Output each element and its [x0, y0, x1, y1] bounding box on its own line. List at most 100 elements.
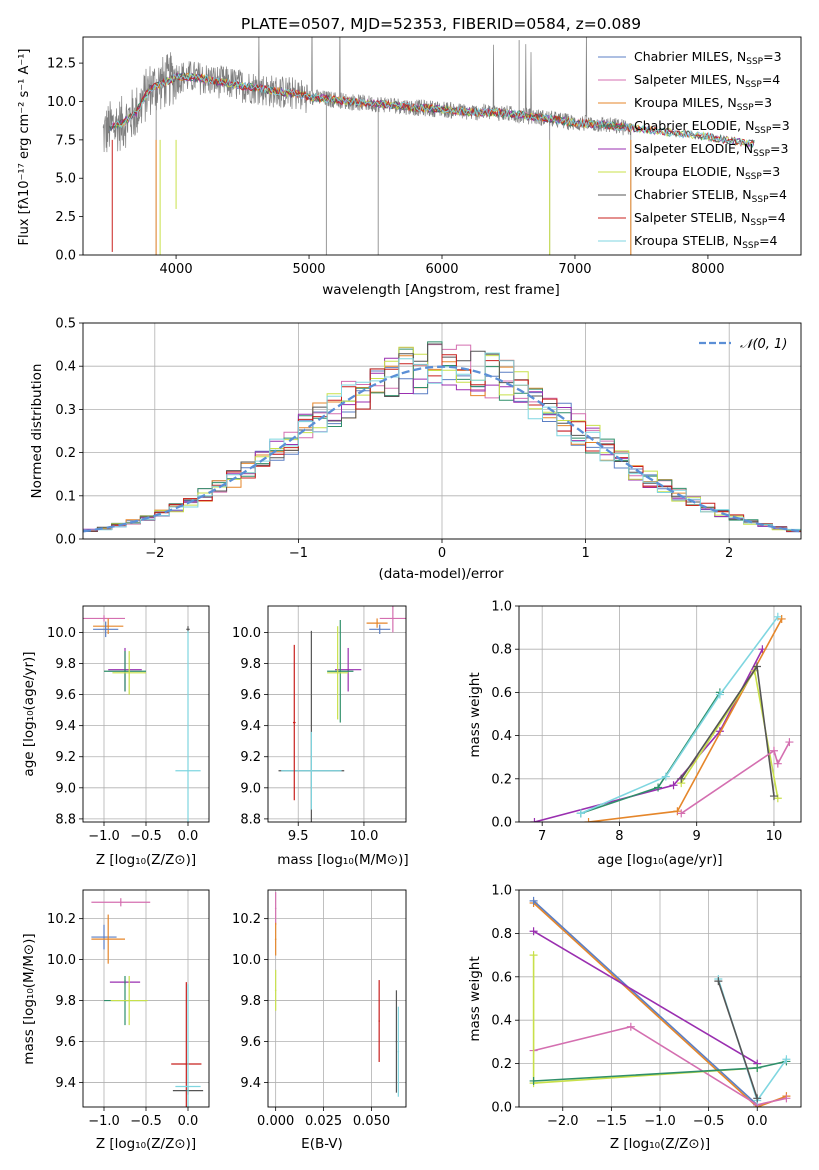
- data-point-0: [120, 901, 122, 904]
- mass-vs-EBV-xtick-label-2: 0.050: [353, 1114, 390, 1129]
- mass-vs-EBV-ytick-label-2: 9.8: [240, 994, 261, 1009]
- weight-vs-Z-xtick-label-3: −0.5: [693, 1114, 725, 1129]
- weight-vs-Z-xtick-label-1: −1.5: [596, 1114, 628, 1129]
- spectrum-xtick-label-3: 7000: [558, 262, 591, 277]
- legend-label-3: Chabrier ELODIE, NSSP=3: [634, 118, 790, 136]
- series-marker-2-0: [529, 927, 538, 936]
- weight-vs-age-ytick-label-4: 0.8: [491, 643, 512, 658]
- series-marker-6-2: [782, 1055, 791, 1064]
- data-point-0: [392, 617, 394, 620]
- weight-vs-age-ytick-label-2: 0.4: [491, 729, 512, 744]
- series-marker-6-0: [677, 809, 686, 818]
- spectrum-xtick-label-0: 4000: [160, 262, 193, 277]
- age-vs-mass-plot-area: [278, 606, 406, 822]
- weight-vs-age-plot-area: [530, 612, 794, 822]
- legend-label-6: Chabrier STELIB, NSSP=4: [634, 187, 787, 205]
- residuals-xtick-label-3: 1: [581, 546, 589, 561]
- series-marker-1-0: [529, 896, 538, 905]
- series-marker-7-0: [714, 977, 723, 986]
- series-marker-5-1: [753, 1063, 762, 1072]
- data-point-4: [395, 1040, 398, 1043]
- spectrum-xtick-label-4: 8000: [691, 262, 724, 277]
- data-point-0: [274, 907, 277, 910]
- age-vs-Z-ytick-label-3: 9.4: [55, 719, 76, 734]
- data-point-3: [378, 1020, 380, 1022]
- series-line-3: [533, 1025, 787, 1106]
- age-vs-Z-xtick-label-1: −0.5: [130, 829, 162, 844]
- weight-vs-age-axes: 7 8 9 10 0.0 0.2 0.4 0.6 0.8 1.0: [491, 600, 802, 844]
- series-marker-2-2: [715, 690, 724, 699]
- legend-label-8: Kroupa STELIB, NSSP=4: [634, 233, 778, 251]
- data-point-1: [376, 622, 378, 624]
- residuals-ytick-label-3: 0.3: [55, 403, 76, 418]
- weight-vs-age-xtick-label-0: 7: [538, 829, 546, 844]
- age-vs-mass-axes: 9.5 10.0 8.8 9.0 9.2 9.4 9.6 9.8 10.0: [232, 605, 407, 844]
- age-vs-mass-ytick-label-3: 9.4: [240, 719, 261, 734]
- series-marker-7-1: [753, 1094, 762, 1103]
- spectrum-ytick-label-4: 10.0: [47, 95, 76, 110]
- series-marker-6-3: [785, 738, 794, 747]
- residuals-xtick-label-0: −2: [145, 546, 164, 561]
- mass-vs-Z-xtick-label-1: −0.5: [130, 1114, 162, 1129]
- weight-vs-Z-ytick-label-1: 0.2: [491, 1057, 512, 1072]
- age-vs-mass-ytick-label-5: 9.8: [240, 657, 261, 672]
- series-line-6: [680, 741, 791, 815]
- residuals-xtick-label-1: −1: [289, 546, 308, 561]
- spectrum-plot-area: [102, 37, 755, 255]
- mass-vs-EBV-ytick-label-0: 9.4: [240, 1076, 261, 1091]
- series-line-7: [717, 980, 758, 1099]
- series-marker-5-2: [769, 792, 778, 801]
- weight-vs-Z-xtick-label-4: 0.0: [747, 1114, 768, 1129]
- mass-vs-EBV-ytick-label-4: 10.2: [232, 912, 261, 927]
- mass-vs-Z-xtick-label-0: −1.0: [88, 1114, 120, 1129]
- series-marker-5-0: [529, 1076, 538, 1085]
- spectrum-legend: Chabrier MILES, NSSP=3 Salpeter MILES, NS…: [598, 49, 790, 251]
- age-vs-Z-ytick-label-0: 8.8: [55, 812, 76, 827]
- mass-vs-Z-ytick-label-2: 9.8: [55, 994, 76, 1009]
- spectrum-ylabel: Flux [fλ10⁻¹⁷ erg cm⁻² s⁻¹ A⁻¹]: [17, 49, 32, 246]
- massEBV-xlabel: E(B-V): [301, 1136, 343, 1152]
- data-point-5: [336, 672, 339, 674]
- weight-vs-age-xtick-label-2: 9: [693, 829, 701, 844]
- mass-vs-EBV-frame: [267, 889, 407, 1108]
- data-point-5: [128, 999, 130, 1002]
- series-marker-4-2: [773, 794, 782, 803]
- data-point-1: [107, 625, 109, 628]
- ageZ-xlabel: Z [log₁₀(Z/Z⊙)]: [96, 852, 196, 868]
- spectrum-frame: [82, 36, 802, 256]
- weightZ-ylabel: mass weight: [467, 956, 483, 1041]
- ageMass-xlabel: mass [log₁₀(M/M⊙)]: [277, 852, 408, 868]
- age-vs-Z-ytick-label-1: 9.0: [55, 781, 76, 796]
- mass-vs-Z-ytick-label-1: 9.6: [55, 1035, 76, 1050]
- weight-vs-Z-ytick-label-4: 0.8: [491, 927, 512, 942]
- mass-vs-EBV-plot-area: [274, 892, 400, 1097]
- age-vs-mass-frame: [267, 605, 407, 823]
- weight-vs-Z-axes: −2.0 −1.5 −1.0 −0.5 0.0 0.0 0.2 0.4 0.6 0.8 1.0: [491, 884, 802, 1129]
- ageZ-ylabel: age [log₁₀(age/yr)]: [21, 651, 37, 776]
- age-vs-Z-xtick-label-2: 0.0: [178, 829, 199, 844]
- weightAge-xlabel: age [log₁₀(age/yr)]: [597, 852, 722, 868]
- mass-vs-EBV-axes: 0.000 0.025 0.050 9.4 9.6 9.8 10.0 10.2: [232, 889, 407, 1129]
- mass-vs-Z-xtick-label-2: 0.0: [178, 1114, 199, 1129]
- series-marker-0-1: [669, 781, 678, 790]
- residuals-ytick-label-4: 0.4: [55, 360, 76, 375]
- residuals-frame: [82, 322, 802, 540]
- series-marker-2-0: [576, 809, 585, 818]
- weight-vs-Z-xtick-label-2: −1.0: [644, 1114, 676, 1129]
- data-point-2: [274, 989, 277, 992]
- series-marker-2-1: [661, 772, 670, 781]
- weightAge-ylabel: mass weight: [467, 672, 483, 757]
- data-point-0: [103, 617, 105, 620]
- weight-vs-Z-ytick-label-5: 1.0: [491, 884, 512, 899]
- series-marker-3-3: [782, 1094, 791, 1103]
- data-point-3: [347, 668, 349, 671]
- mass-vs-EBV-ytick-label-1: 9.6: [240, 1035, 261, 1050]
- age-vs-Z-axes: −1.0 −0.5 0.0 8.8 9.0 9.2 9.4 9.6 9.8 10.0: [47, 605, 210, 844]
- spectrum-ytick-label-2: 5.0: [55, 172, 76, 187]
- mass-vs-Z-ytick-label-3: 10.0: [47, 953, 76, 968]
- legend-label-1: Salpeter MILES, NSSP=4: [634, 72, 780, 90]
- residuals-ytick-label-5: 0.5: [55, 317, 76, 332]
- legend-label-2: Kroupa MILES, NSSP=3: [634, 95, 772, 113]
- residuals-ylabel: Normed distribution: [29, 364, 45, 499]
